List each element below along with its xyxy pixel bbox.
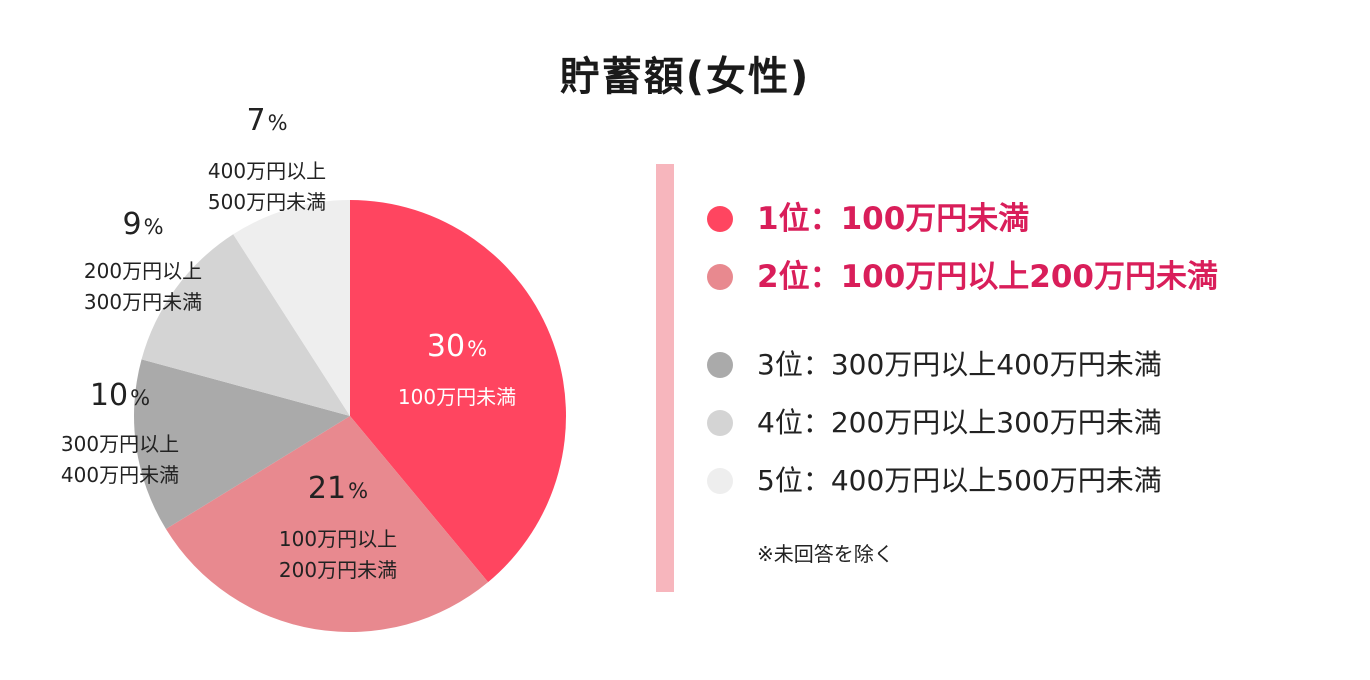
slice-category-label: 300万円未満 xyxy=(84,290,202,314)
legend: 1位：100万円未満 2位：100万円以上200万円未満 3位：300万円以上4… xyxy=(705,190,1345,510)
slice-percent-label: 30% xyxy=(427,329,487,364)
slice-category-label: 400万円以上 xyxy=(208,159,326,183)
slice-percent-label: 9% xyxy=(122,207,163,242)
legend-item-1: 1位：100万円未満 xyxy=(705,190,1345,248)
pie-slice-2 xyxy=(165,416,489,632)
pie-slice-3 xyxy=(134,359,350,530)
legend-dot-icon xyxy=(707,468,733,494)
legend-dot-icon xyxy=(707,264,733,290)
legend-item-5: 5位：400万円以上500万円未満 xyxy=(705,452,1345,510)
slice-category-label: 300万円以上 xyxy=(61,432,179,456)
legend-label: 2位：100万円以上200万円未満 xyxy=(757,259,1218,295)
footnote: ※未回答を除く xyxy=(757,542,894,566)
legend-item-2: 2位：100万円以上200万円未満 xyxy=(705,248,1345,306)
legend-label: 4位：200万円以上300万円未満 xyxy=(757,406,1162,439)
legend-item-3: 3位：300万円以上400万円未満 xyxy=(705,336,1345,394)
slice-percent-label: 7% xyxy=(246,103,287,138)
pie-slice-5 xyxy=(233,200,350,416)
slice-category-label: 200万円未満 xyxy=(279,558,397,582)
pie-slice-4 xyxy=(141,234,350,416)
slice-percent-label: 10% xyxy=(90,378,150,413)
chart-title: 貯蓄額(女性) xyxy=(559,54,811,100)
legend-label: 1位：100万円未満 xyxy=(757,201,1030,237)
pie-chart: 30% 100万円未満 21% 100万円以上 200万円未満 10% 300万円以上 400… xyxy=(61,103,566,632)
legend-label: 5位：400万円以上500万円未満 xyxy=(757,464,1162,497)
legend-dot-icon xyxy=(707,410,733,436)
slice-category-label: 500万円未満 xyxy=(208,190,326,214)
slice-percent-label: 21% xyxy=(308,471,368,506)
pie-slice-1 xyxy=(350,200,566,583)
slice-category-label: 200万円以上 xyxy=(84,259,202,283)
legend-label: 3位：300万円以上400万円未満 xyxy=(757,348,1162,381)
legend-item-4: 4位：200万円以上300万円未満 xyxy=(705,394,1345,452)
legend-dot-icon xyxy=(707,206,733,232)
legend-divider xyxy=(656,164,674,592)
pie-labels: 30% 100万円未満 21% 100万円以上 200万円未満 10% 300万円以上 400… xyxy=(61,103,516,582)
slice-category-label: 100万円未満 xyxy=(398,385,516,409)
pie-slices xyxy=(134,200,566,632)
slice-category-label: 100万円以上 xyxy=(279,527,397,551)
legend-dot-icon xyxy=(707,352,733,378)
slice-category-label: 400万円未満 xyxy=(61,463,179,487)
